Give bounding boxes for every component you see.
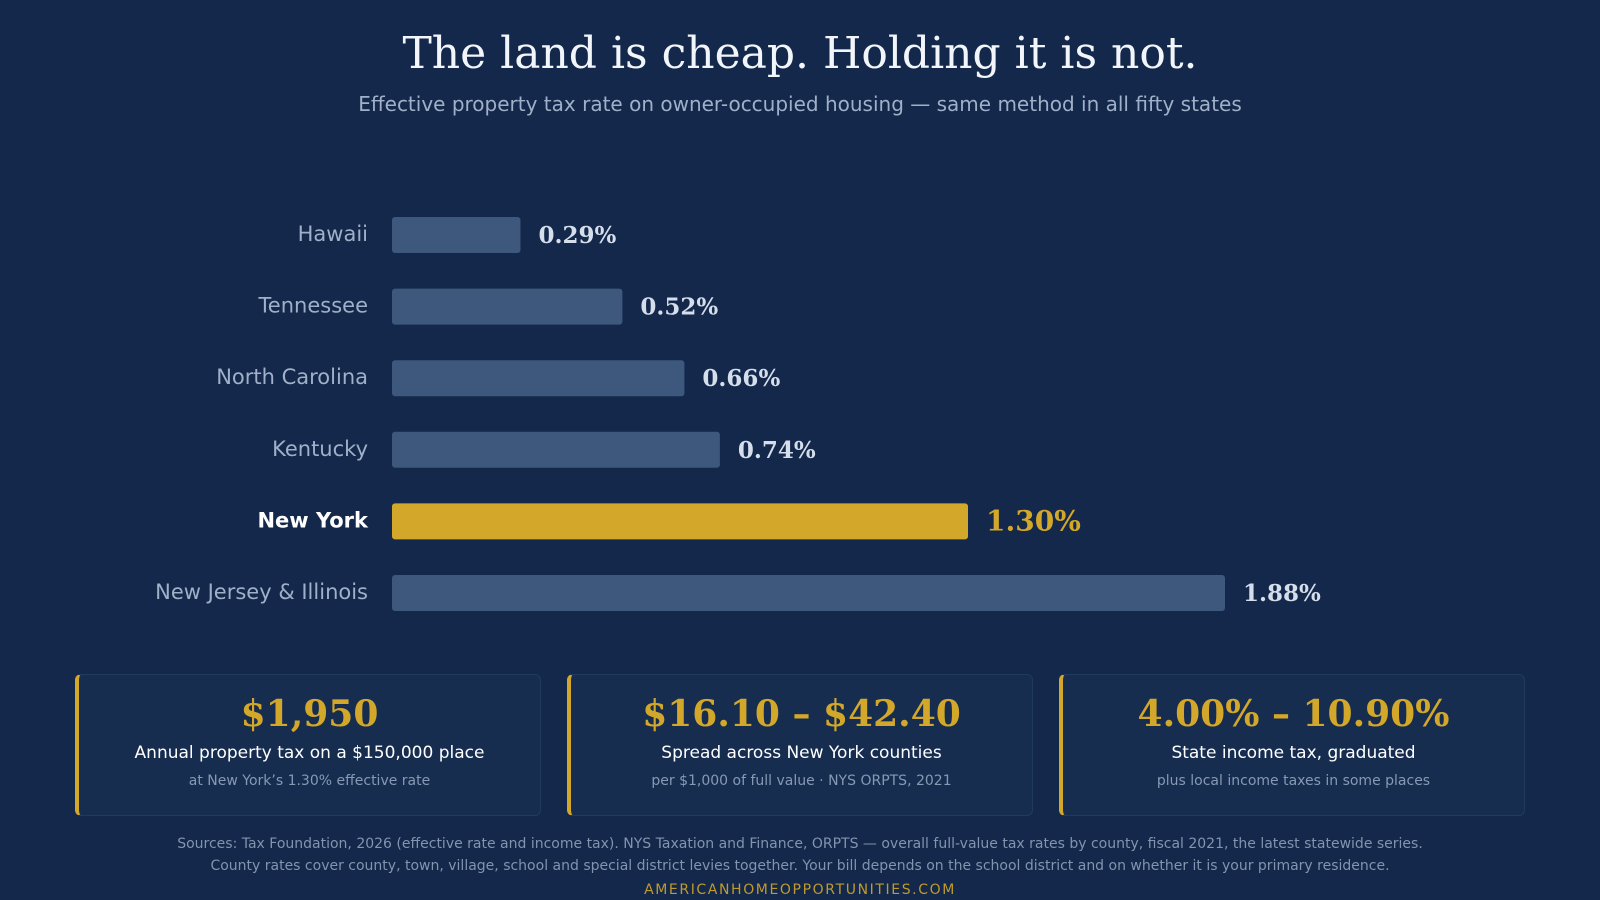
chart-title: The land is cheap. Holding it is not. — [402, 28, 1198, 79]
stat-card-label: Spread across New York counties — [661, 743, 942, 763]
value-label-new-york: 1.30% — [986, 504, 1081, 537]
category-label-new-york: New York — [257, 508, 369, 532]
value-label-hawaii: 0.29% — [538, 222, 616, 249]
bar-north-carolina — [392, 360, 685, 397]
stat-card-label: Annual property tax on a $150,000 place — [134, 743, 485, 763]
bar-new-york — [392, 503, 969, 540]
value-label-tennessee: 0.52% — [640, 294, 718, 321]
category-label-kentucky: Kentucky — [272, 437, 368, 461]
stat-card-value: $1,950 — [240, 693, 379, 735]
value-label-new-jersey-illinois: 1.88% — [1243, 580, 1321, 607]
category-label-tennessee: Tennessee — [258, 294, 368, 318]
bar-tennessee — [392, 288, 623, 325]
bar-hawaii — [392, 217, 521, 253]
sources-line-1: Sources: Tax Foundation, 2026 (effective… — [177, 836, 1423, 852]
site-link[interactable]: AMERICANHOMEOPPORTUNITIES.COM — [644, 882, 956, 898]
stat-card-county-spread: $16.10 – $42.40 Spread across New York c… — [567, 674, 1033, 816]
bar-new-jersey-illinois — [392, 575, 1225, 611]
category-label-new-jersey-illinois: New Jersey & Illinois — [155, 580, 368, 604]
sources-line-2: County rates cover county, town, village… — [210, 857, 1390, 874]
stat-card-income-tax: 4.00% – 10.90% State income tax, graduat… — [1059, 674, 1525, 816]
category-label-hawaii: Hawaii — [298, 222, 368, 246]
bar-kentucky — [392, 431, 720, 468]
value-label-north-carolina: 0.66% — [702, 365, 780, 392]
stat-card-note: per $1,000 of full value · NYS ORPTS, 20… — [651, 773, 952, 789]
sources-note: Sources: Tax Foundation, 2026 (effective… — [0, 834, 1600, 877]
stat-card-note: plus local income taxes in some places — [1156, 773, 1431, 789]
stat-card-value: 4.00% – 10.90% — [1137, 693, 1450, 735]
value-label-kentucky: 0.74% — [738, 437, 816, 464]
stat-card-note: at New York’s 1.30% effective rate — [188, 773, 431, 789]
stat-card-label: State income tax, graduated — [1171, 743, 1416, 763]
chart-subtitle: Effective property tax rate on owner-occ… — [358, 92, 1242, 116]
stat-card-value: $16.10 – $42.40 — [642, 693, 961, 735]
stat-card-property-tax: $1,950 Annual property tax on a $150,000… — [75, 674, 541, 816]
category-label-north-carolina: North Carolina — [216, 365, 368, 389]
bar-chart: Hawaii 0.29% Tennessee 0.52% North Carolina 0… — [155, 217, 1321, 611]
